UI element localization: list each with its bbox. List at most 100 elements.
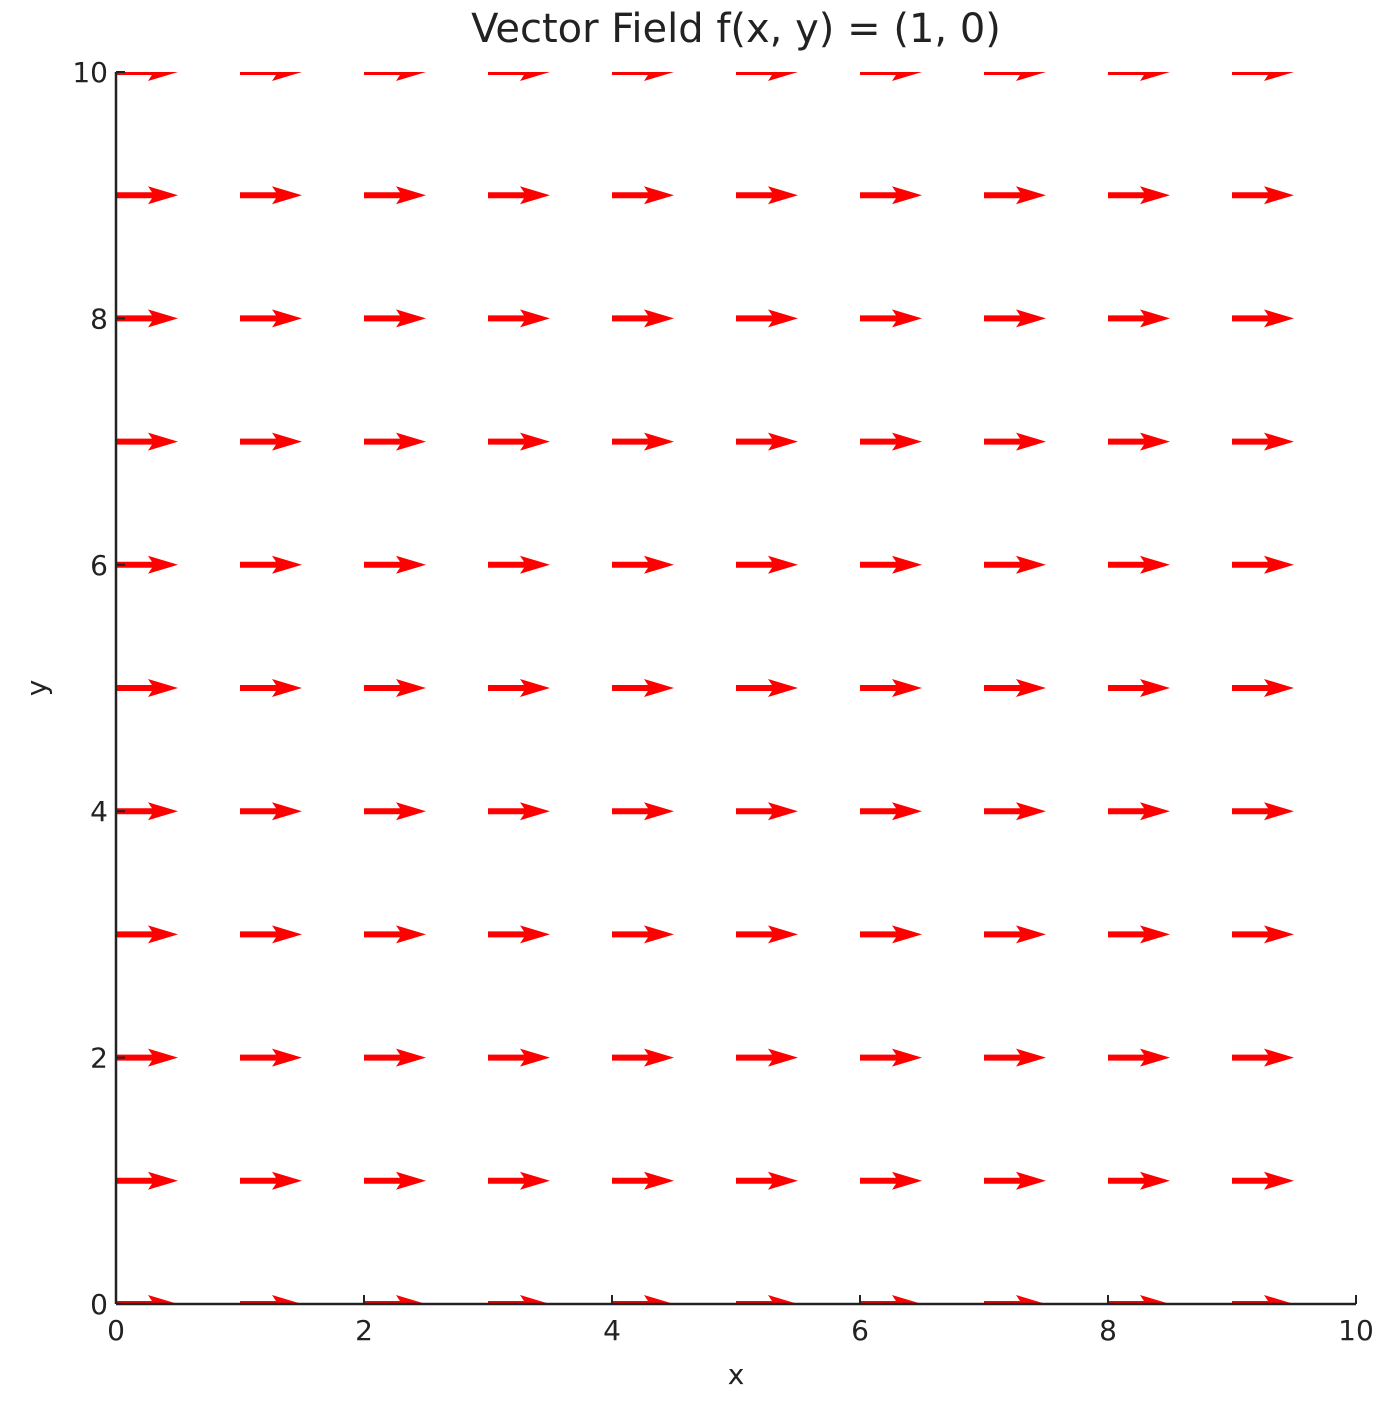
vector-arrow — [116, 72, 178, 81]
vector-arrow — [488, 1048, 550, 1067]
y-tick-label: 2 — [90, 1042, 108, 1075]
vector-arrow — [612, 1048, 674, 1067]
vector-arrow — [612, 309, 674, 328]
y-axis-label: y — [20, 680, 53, 697]
vector-arrow — [364, 432, 426, 451]
vector-arrow — [984, 72, 1046, 81]
vector-arrow — [488, 802, 550, 821]
vector-arrow — [116, 309, 178, 328]
vector-arrow — [488, 432, 550, 451]
vector-arrow — [1108, 309, 1170, 328]
vector-arrow — [860, 186, 922, 205]
vector-arrow — [240, 679, 302, 697]
vector-arrow — [488, 925, 550, 944]
vector-arrow — [736, 802, 798, 821]
vector-arrow — [364, 1048, 426, 1067]
vector-arrow — [1232, 186, 1294, 205]
y-tick-label: 4 — [90, 795, 108, 828]
vector-arrow — [240, 802, 302, 821]
vector-arrow — [364, 309, 426, 328]
vector-arrow — [364, 72, 426, 81]
vector-arrow — [488, 1171, 550, 1190]
vector-arrow — [612, 925, 674, 944]
vector-arrow — [1232, 1171, 1294, 1190]
vector-arrow — [860, 555, 922, 574]
vector-arrow — [736, 1048, 798, 1067]
plot-area — [116, 72, 1294, 1304]
vector-arrow — [860, 1295, 922, 1304]
x-tick-label: 2 — [355, 1314, 373, 1347]
vector-arrow — [240, 309, 302, 328]
chart-title: Vector Field f(x, y) = (1, 0) — [471, 6, 1001, 52]
vector-arrow — [1232, 1048, 1294, 1067]
vector-arrow — [1232, 432, 1294, 451]
y-tick-label: 10 — [72, 56, 108, 89]
vector-arrow — [1232, 309, 1294, 328]
vector-arrow — [736, 432, 798, 451]
x-axis-label: x — [728, 1358, 745, 1391]
vector-arrow — [116, 432, 178, 451]
vector-arrow — [1108, 555, 1170, 574]
vector-arrow — [240, 186, 302, 205]
vector-arrow — [364, 802, 426, 821]
vector-arrow — [488, 186, 550, 205]
vector-arrow — [1232, 802, 1294, 821]
vector-arrow — [860, 925, 922, 944]
vector-arrow — [488, 1295, 550, 1304]
y-tick-label: 0 — [90, 1288, 108, 1321]
vector-arrow — [364, 1171, 426, 1190]
vector-arrow — [984, 1171, 1046, 1190]
vector-arrow — [612, 679, 674, 697]
vector-arrow — [612, 72, 674, 81]
vector-arrow — [1108, 432, 1170, 451]
vector-arrow — [736, 1171, 798, 1190]
x-tick-label: 10 — [1338, 1314, 1374, 1347]
vector-arrow — [1108, 72, 1170, 81]
x-tick-label: 0 — [107, 1314, 125, 1347]
vector-arrow — [116, 1171, 178, 1190]
vector-arrow — [364, 555, 426, 574]
vector-arrow — [240, 1295, 302, 1304]
vector-arrow — [984, 309, 1046, 328]
vector-arrow — [240, 925, 302, 944]
vector-arrow — [1232, 1295, 1294, 1304]
y-tick-label: 6 — [90, 549, 108, 582]
vector-arrow — [984, 802, 1046, 821]
vector-arrow — [612, 186, 674, 205]
vector-arrow — [1108, 925, 1170, 944]
vector-arrow — [612, 1295, 674, 1304]
vector-arrow — [1232, 925, 1294, 944]
vector-arrow — [860, 802, 922, 821]
vector-arrow — [116, 1295, 178, 1304]
vector-arrow — [860, 679, 922, 697]
vector-arrow — [984, 1295, 1046, 1304]
vector-arrow — [984, 1048, 1046, 1067]
vector-arrow — [860, 1048, 922, 1067]
vector-arrow — [860, 72, 922, 81]
vector-arrow — [984, 679, 1046, 697]
vector-arrow — [612, 1171, 674, 1190]
vector-arrow — [736, 555, 798, 574]
x-tick-label: 6 — [851, 1314, 869, 1347]
vector-arrow — [116, 555, 178, 574]
vector-arrow — [1232, 72, 1294, 81]
vector-arrow — [364, 925, 426, 944]
vector-arrow — [364, 1295, 426, 1304]
vector-arrow — [612, 555, 674, 574]
vector-arrow — [984, 186, 1046, 205]
vector-arrow — [488, 309, 550, 328]
vector-arrow — [116, 1048, 178, 1067]
vector-arrow — [1108, 186, 1170, 205]
vector-arrow — [240, 1171, 302, 1190]
vector-arrow — [736, 72, 798, 81]
vector-arrow — [364, 186, 426, 205]
vector-arrow — [736, 186, 798, 205]
vector-arrow — [240, 432, 302, 451]
vector-arrow — [736, 309, 798, 328]
vector-arrow — [240, 72, 302, 81]
vector-arrow — [1108, 1171, 1170, 1190]
vector-arrow — [116, 802, 178, 821]
vector-arrow — [116, 679, 178, 697]
vector-arrow — [612, 802, 674, 821]
